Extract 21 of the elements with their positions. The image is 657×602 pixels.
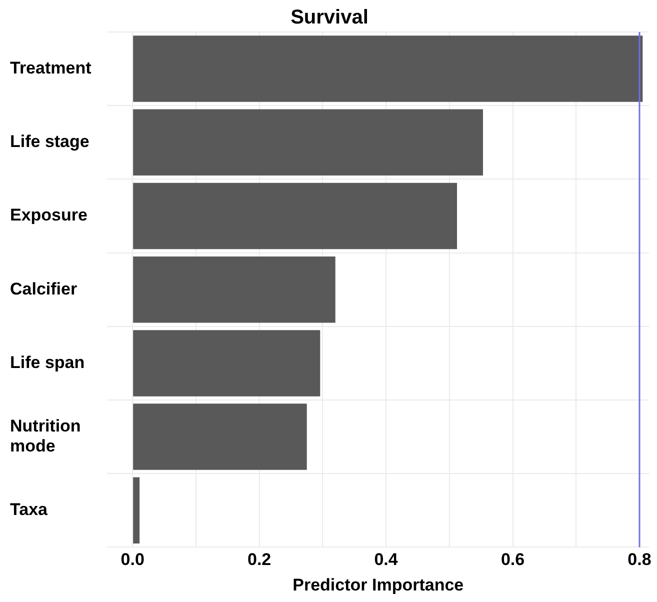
y-tick-label: Life span bbox=[10, 352, 85, 372]
bar bbox=[133, 330, 320, 396]
bar bbox=[133, 256, 336, 323]
bar bbox=[133, 182, 458, 250]
chart-title: Survival bbox=[290, 6, 368, 29]
y-tick-label: Life stage bbox=[10, 132, 90, 152]
x-tick-label: 0.4 bbox=[374, 550, 398, 570]
bar bbox=[133, 36, 643, 102]
y-tick-label: Exposure bbox=[10, 206, 88, 225]
x-tick-label: 0.0 bbox=[120, 550, 144, 570]
y-tick-label: Taxa bbox=[10, 500, 48, 520]
bar bbox=[133, 109, 483, 176]
y-tick-label: Nutrition mode bbox=[10, 416, 81, 456]
bar bbox=[133, 404, 307, 470]
x-axis-title: Predictor Importance bbox=[292, 575, 464, 594]
y-tick-label: Calcifier bbox=[10, 279, 78, 298]
y-tick-label: Treatment bbox=[10, 58, 92, 78]
x-tick-label: 0.8 bbox=[628, 550, 652, 570]
x-tick-label: 0.2 bbox=[248, 550, 272, 570]
x-tick-label: 0.6 bbox=[500, 550, 525, 570]
bar bbox=[133, 477, 140, 544]
